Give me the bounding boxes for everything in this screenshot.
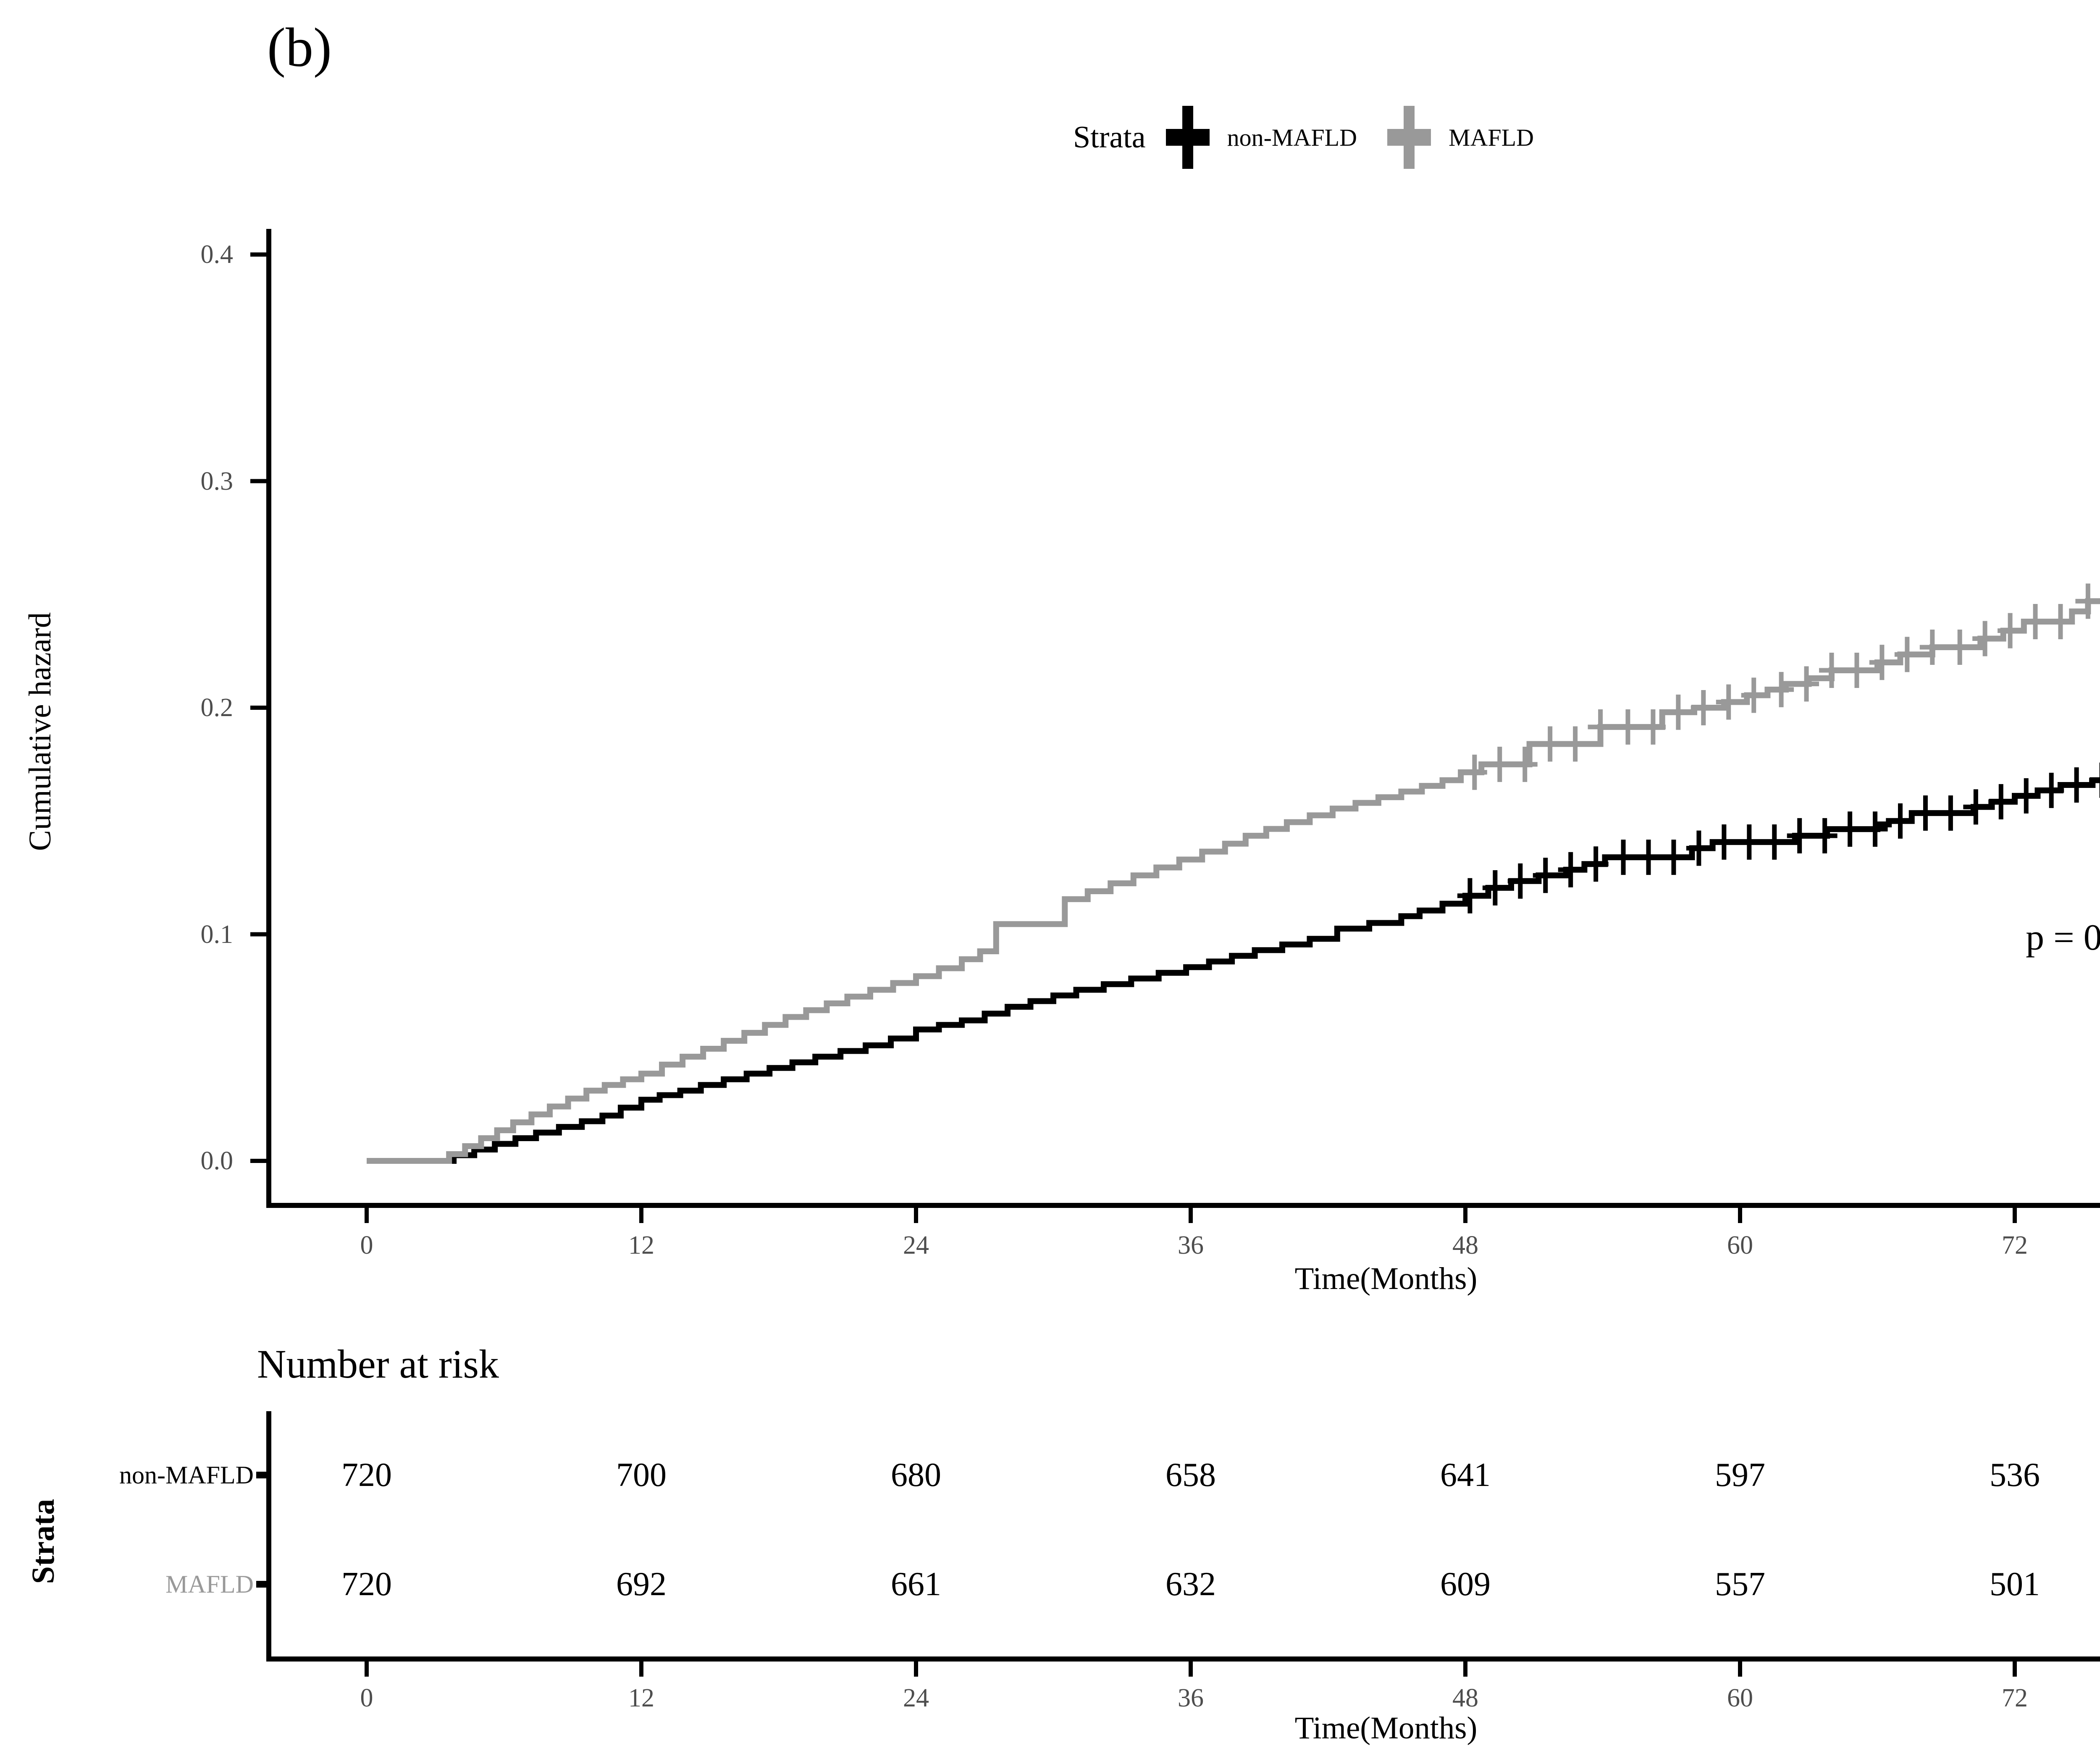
risk-row-label-non-MAFLD: non-MAFLD xyxy=(119,1461,254,1489)
risk-value: 597 xyxy=(1715,1457,1765,1494)
x-tick-label: 0 xyxy=(360,1231,373,1260)
risk-value: 501 xyxy=(1990,1566,2040,1603)
risk-value: 658 xyxy=(1166,1457,1216,1494)
risk-value: 609 xyxy=(1440,1566,1491,1603)
x-tick-label: 60 xyxy=(1727,1231,1753,1260)
risk-table-x-tick-label: 24 xyxy=(903,1684,929,1712)
risk-value: 661 xyxy=(891,1566,941,1603)
panel-label: (b) xyxy=(267,16,332,78)
risk-table-x-tick-label: 36 xyxy=(1178,1684,1204,1712)
y-tick-label: 0.4 xyxy=(200,240,234,269)
risk-table-x-tick-label: 60 xyxy=(1727,1684,1753,1712)
legend-title: Strata xyxy=(1073,120,1146,155)
risk-value: 692 xyxy=(616,1566,667,1603)
y-axis-title: Cumulative hazard xyxy=(23,612,58,851)
legend-label-mafld: MAFLD xyxy=(1448,123,1534,151)
risk-table-x-tick-label: 12 xyxy=(628,1684,654,1712)
risk-value: 557 xyxy=(1715,1566,1765,1603)
survival-curve-non-MAFLD xyxy=(367,777,2100,1164)
p-value-annotation: p = 0.00014 xyxy=(2026,917,2100,958)
risk-value: 700 xyxy=(616,1457,667,1494)
risk-row-label-MAFLD: MAFLD xyxy=(165,1570,254,1598)
x-tick-label: 24 xyxy=(903,1231,929,1260)
risk-value: 680 xyxy=(891,1457,941,1494)
y-tick-label: 0.2 xyxy=(200,693,234,722)
y-tick-label: 0.1 xyxy=(200,920,234,949)
x-tick-label: 36 xyxy=(1178,1231,1204,1260)
legend: Strata non-MAFLD MAFLD xyxy=(1073,106,1534,169)
risk-value: 720 xyxy=(341,1457,392,1494)
y-tick-label: 0.3 xyxy=(200,467,234,496)
risk-table-heading: Number at risk xyxy=(257,1341,499,1386)
legend-label-non-mafld: non-MAFLD xyxy=(1227,123,1357,151)
risk-value: 720 xyxy=(341,1566,392,1603)
risk-value: 641 xyxy=(1440,1457,1491,1494)
x-axis-title: Time(Months) xyxy=(1294,1261,1478,1296)
risk-table-x-tick-label: 0 xyxy=(360,1684,373,1712)
x-tick-label: 12 xyxy=(628,1231,654,1260)
censor-plus-icon xyxy=(1387,104,1431,171)
survival-curve-MAFLD xyxy=(367,598,2100,1164)
censor-plus-icon xyxy=(1166,104,1210,171)
risk-table-x-axis-title: Time(Months) xyxy=(1294,1711,1478,1746)
x-tick-label: 48 xyxy=(1452,1231,1478,1260)
risk-table-x-tick-label: 48 xyxy=(1452,1684,1478,1712)
risk-value: 536 xyxy=(1990,1457,2040,1494)
risk-value: 632 xyxy=(1166,1566,1216,1603)
risk-table-x-tick-label: 72 xyxy=(2002,1684,2028,1712)
y-tick-label: 0.0 xyxy=(200,1147,234,1175)
x-tick-label: 72 xyxy=(2002,1231,2028,1260)
